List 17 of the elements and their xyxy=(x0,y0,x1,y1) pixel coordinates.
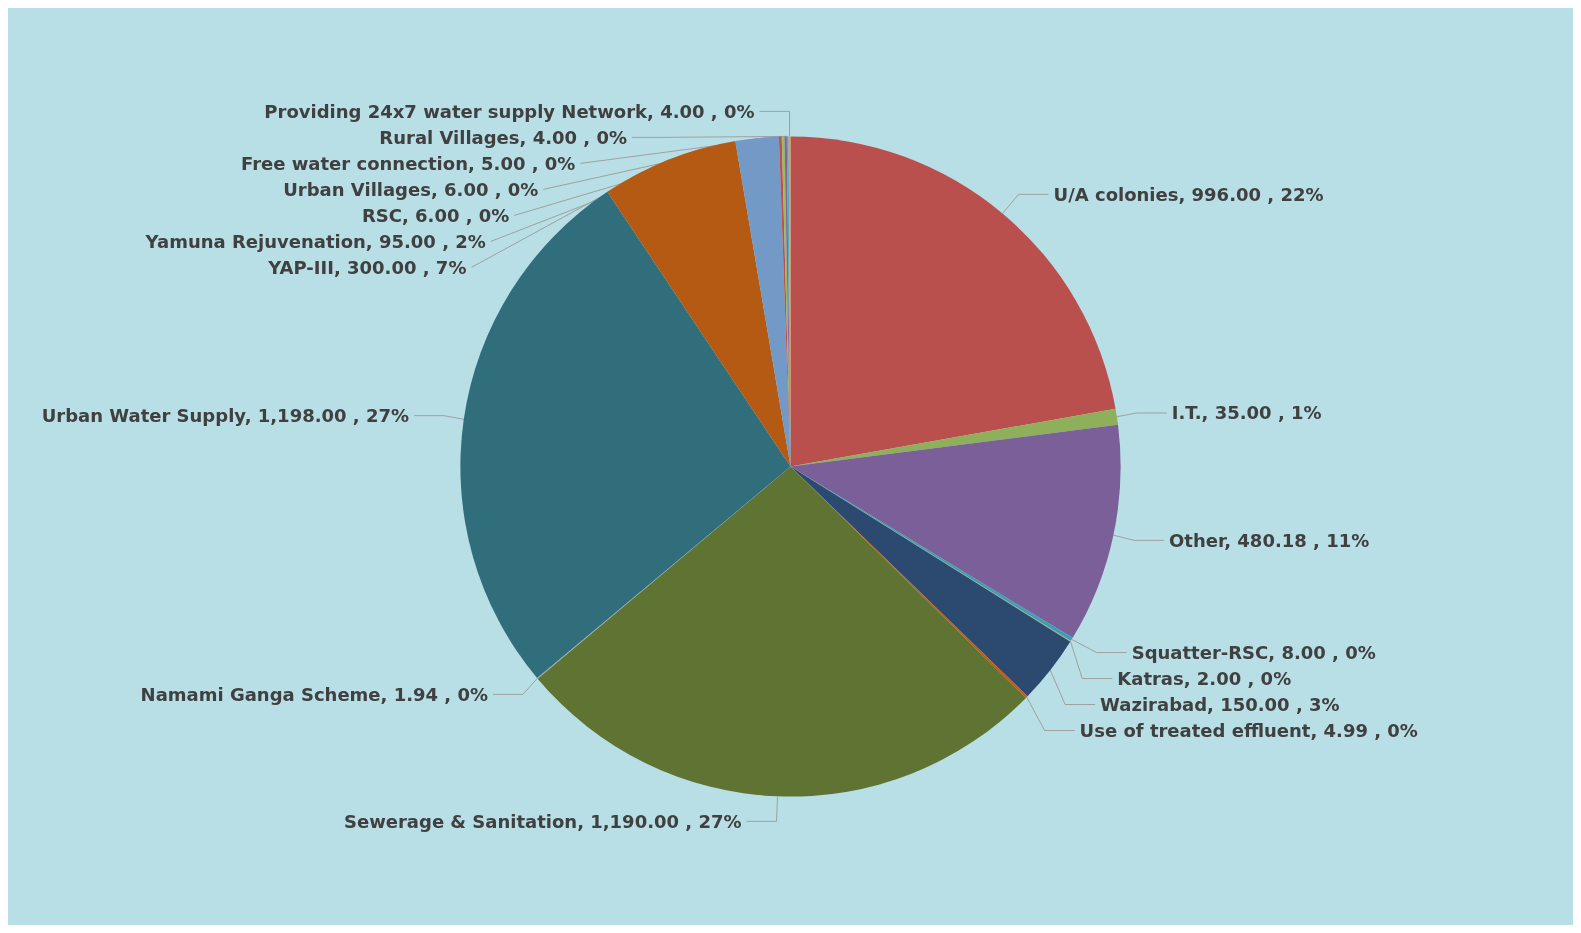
slice-label: I.T., 35.00 , 1% xyxy=(1171,402,1322,424)
slice-label: Providing 24x7 water supply Network, 4.00 , 0% xyxy=(264,100,755,122)
slice-label: Use of treated effluent, 4.99 , 0% xyxy=(1079,720,1418,742)
slice-label: Namami Ganga Scheme, 1.94 , 0% xyxy=(140,683,489,705)
slice-label: Urban Villages, 6.00 , 0% xyxy=(283,178,539,200)
slice-label: Sewerage & Sanitation, 1,190.00 , 27% xyxy=(343,810,742,832)
slice-label: Rural Villages, 4.00 , 0% xyxy=(379,126,627,148)
slice-label: RSC, 6.00 , 0% xyxy=(361,204,510,226)
slice-label: Katras, 2.00 , 0% xyxy=(1117,668,1292,690)
slice-label: Wazirabad, 150.00 , 3% xyxy=(1100,694,1340,716)
slice-label: Other, 480.18 , 11% xyxy=(1169,529,1370,551)
slice-label: U/A colonies, 996.00 , 22% xyxy=(1053,183,1324,205)
slice-label: YAP-III, 300.00 , 7% xyxy=(267,256,467,278)
slice-label: Urban Water Supply, 1,198.00 , 27% xyxy=(41,405,410,427)
slice-label: Squatter-RSC, 8.00 , 0% xyxy=(1131,642,1376,664)
slice-label: Free water connection, 5.00 , 0% xyxy=(241,152,576,174)
slice-label: Yamuna Rejuvenation, 95.00 , 2% xyxy=(144,230,486,252)
